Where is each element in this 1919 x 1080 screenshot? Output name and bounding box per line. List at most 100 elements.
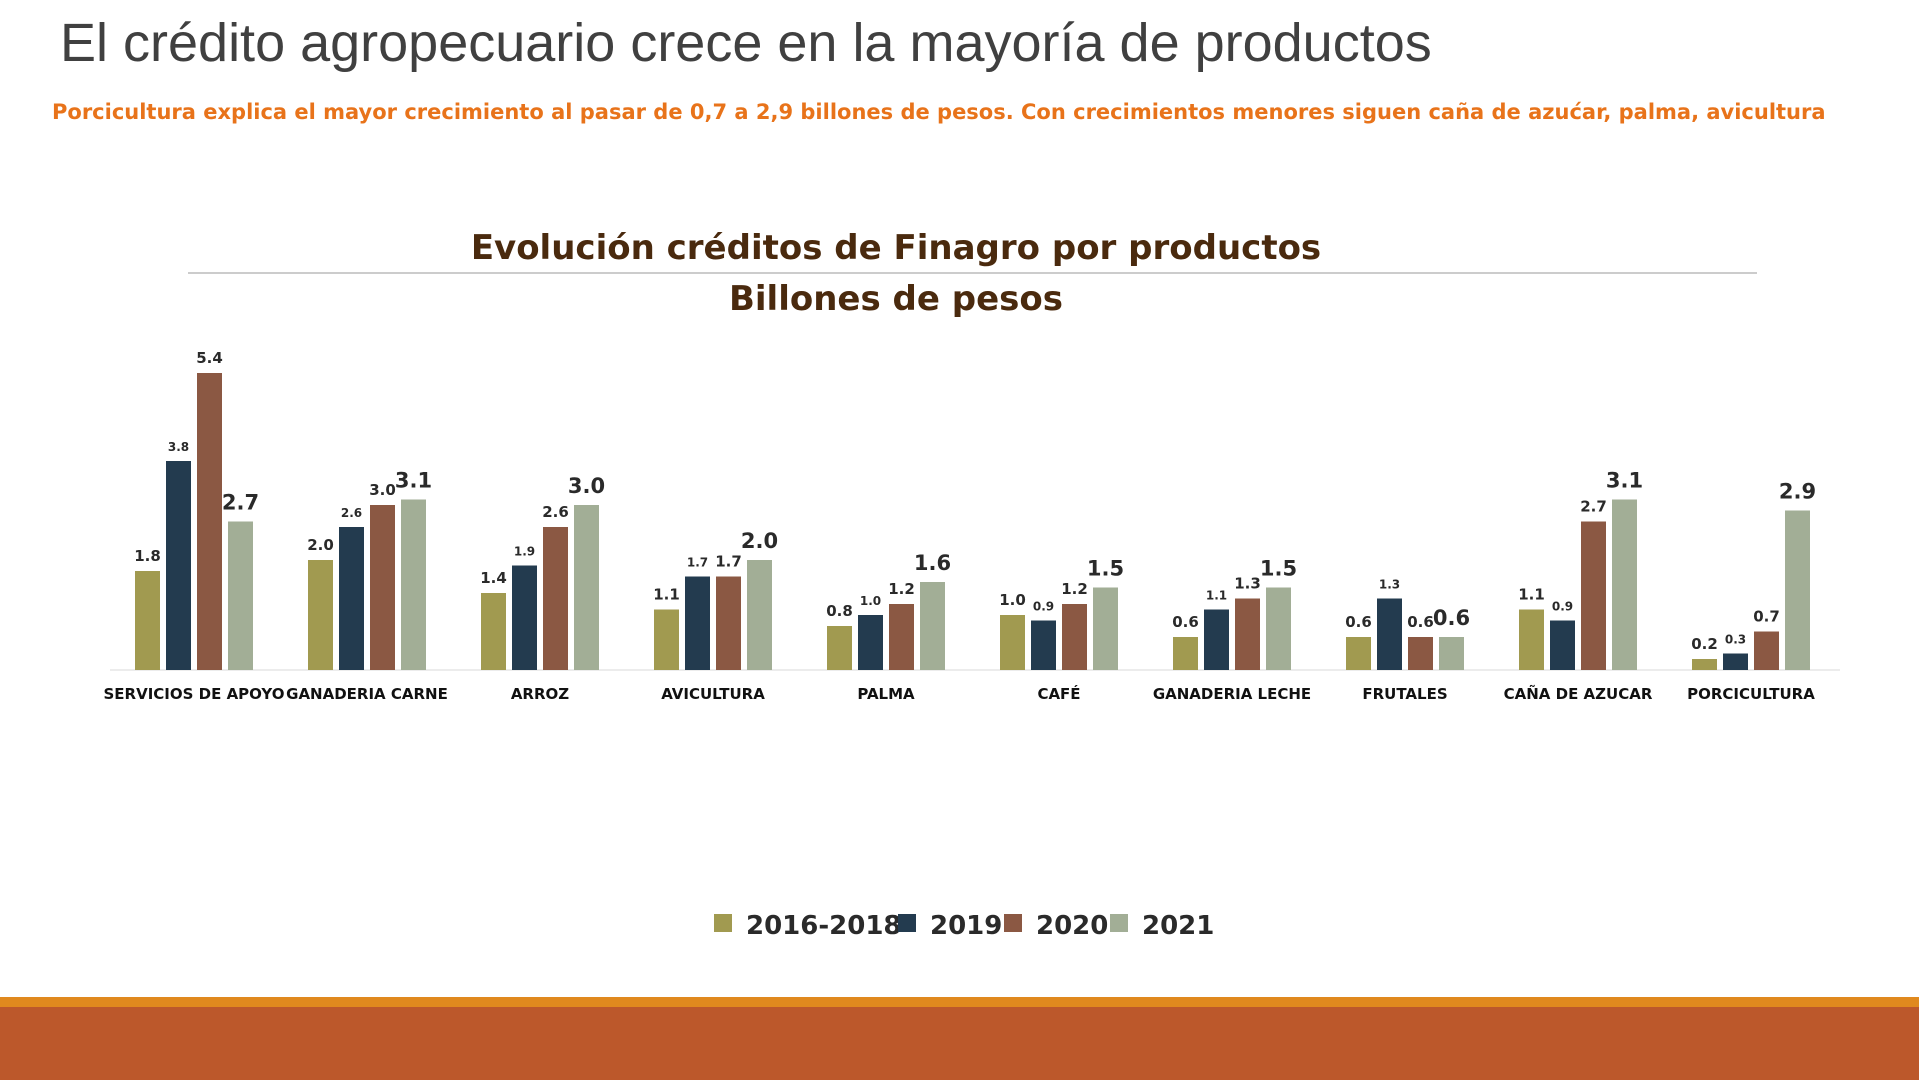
bar-1-2 [166, 461, 191, 670]
value-label-9-1: 1.1 [1518, 586, 1545, 604]
bar-1-1 [135, 571, 160, 670]
legend-label-2: 2019 [930, 911, 1002, 941]
bar-5-4 [920, 582, 945, 670]
bar-7-2 [1204, 609, 1229, 670]
category-label-10: PORCICULTURA [1687, 685, 1815, 703]
value-label-4-4: 2.0 [741, 529, 778, 553]
footer-accent-line [0, 997, 1919, 1007]
value-label-9-3: 2.7 [1580, 498, 1607, 516]
bar-5-3 [889, 604, 914, 670]
value-label-6-3: 1.2 [1061, 580, 1088, 598]
value-label-10-4: 2.9 [1779, 480, 1816, 504]
value-label-1-2: 3.8 [168, 440, 189, 454]
bar-2-2 [339, 527, 364, 670]
category-label-2: GANADERIA CARNE [286, 685, 448, 703]
bar-4-3 [716, 576, 741, 670]
bars-group: 1.83.85.42.72.02.63.0 3.11.41.92.63.01.11… [134, 349, 1816, 670]
legend-label-1: 2016-2018 [746, 911, 902, 941]
value-label-10-1: 0.2 [1691, 635, 1718, 653]
bar-4-4 [747, 560, 772, 670]
category-labels: SERVICIOS DE APOYO GANADERIA CARNE ARROZ AV… [104, 684, 1816, 703]
value-label-10-3: 0.7 [1753, 608, 1780, 626]
bar-chart: Evolución créditos de Finagro por produc… [104, 228, 1840, 941]
legend-swatch-3 [1004, 914, 1022, 932]
bar-3-3 [543, 527, 568, 670]
value-label-4-3: 1.7 [715, 553, 742, 571]
footer-band [0, 1007, 1919, 1080]
value-label-3-4: 3.0 [568, 474, 605, 498]
value-label-2-4: 3.1 [395, 469, 432, 493]
bar-9-3 [1581, 521, 1606, 670]
value-label-8-4: 0.6 [1433, 606, 1470, 630]
legend-swatch-1 [714, 914, 732, 932]
bar-6-4 [1093, 587, 1118, 670]
bar-8-2 [1377, 598, 1402, 670]
value-label-3-2: 1.9 [514, 545, 535, 559]
value-label-7-1: 0.6 [1172, 613, 1199, 631]
bar-7-1 [1173, 637, 1198, 670]
bar-5-1 [827, 626, 852, 670]
value-label-6-1: 1.0 [999, 591, 1026, 609]
category-label-1: SERVICIOS DE APOYO [104, 685, 285, 703]
value-label-4-2: 1.7 [687, 556, 708, 570]
legend: 2016-2018 2019 2020 2021 [714, 911, 1214, 941]
value-label-1-4: 2.7 [222, 491, 259, 515]
value-label-5-3: 1.2 [888, 580, 915, 598]
value-label-1-1: 1.8 [134, 547, 161, 565]
bar-4-1 [654, 609, 679, 670]
bar-10-1 [1692, 659, 1717, 670]
category-label-6: CAFÉ [1037, 684, 1080, 703]
bar-7-3 [1235, 598, 1260, 670]
bar-10-3 [1754, 631, 1779, 670]
category-label-8: FRUTALES [1362, 685, 1447, 703]
bar-2-1 [308, 560, 333, 670]
bar-6-1 [1000, 615, 1025, 670]
slide-title: El crédito agropecuario crece en la mayo… [60, 13, 1432, 73]
value-label-6-4: 1.5 [1087, 557, 1124, 581]
value-label-5-2: 1.0 [860, 594, 881, 608]
value-label-8-1: 0.6 [1345, 613, 1372, 631]
value-label-2-2: 2.6 [341, 506, 362, 520]
category-label-9: CAÑA DE AZUCAR [1504, 684, 1653, 703]
value-label-7-3: 1.3 [1234, 575, 1261, 593]
bar-4-2 [685, 576, 710, 670]
bar-9-1 [1519, 609, 1544, 670]
value-label-1-3: 5.4 [196, 349, 223, 367]
chart-subtitle: Billones de pesos [729, 279, 1063, 319]
value-label-2-3: 3.0 [369, 481, 396, 499]
bar-7-4 [1266, 587, 1291, 670]
value-label-3-1: 1.4 [480, 569, 507, 587]
bar-3-1 [481, 593, 506, 670]
value-label-10-2: 0.3 [1725, 633, 1746, 647]
value-label-5-1: 0.8 [826, 602, 853, 620]
bar-10-4 [1785, 510, 1810, 670]
bar-10-2 [1723, 653, 1748, 670]
value-label-5-4: 1.6 [914, 551, 951, 575]
bar-9-2 [1550, 620, 1575, 670]
value-label-4-1: 1.1 [653, 586, 680, 604]
category-label-3: ARROZ [511, 685, 569, 703]
legend-label-3: 2020 [1036, 911, 1108, 941]
bar-2-3 [370, 505, 395, 670]
value-label-7-2: 1.1 [1206, 589, 1227, 603]
bar-8-4 [1439, 637, 1464, 670]
legend-swatch-4 [1110, 914, 1128, 932]
category-label-7: GANADERIA LECHE [1153, 685, 1311, 703]
legend-swatch-2 [898, 914, 916, 932]
value-label-9-2: 0.9 [1552, 600, 1573, 614]
bar-2-4 [401, 499, 426, 670]
bar-5-2 [858, 615, 883, 670]
category-label-5: PALMA [857, 685, 915, 703]
chart-title: Evolución créditos de Finagro por produc… [471, 228, 1321, 268]
bar-8-3 [1408, 637, 1433, 670]
bar-1-3 [197, 373, 222, 670]
bar-9-4 [1612, 499, 1637, 670]
value-label-8-2: 1.3 [1379, 578, 1400, 592]
value-label-6-2: 0.9 [1033, 600, 1054, 614]
slide-subtitle: Porcicultura explica el mayor crecimient… [52, 100, 1826, 124]
category-label-4: AVICULTURA [661, 685, 765, 703]
bar-8-1 [1346, 637, 1371, 670]
value-label-8-3: 0.6 [1407, 613, 1434, 631]
legend-label-4: 2021 [1142, 911, 1214, 941]
value-label-2-1: 2.0 [307, 536, 334, 554]
